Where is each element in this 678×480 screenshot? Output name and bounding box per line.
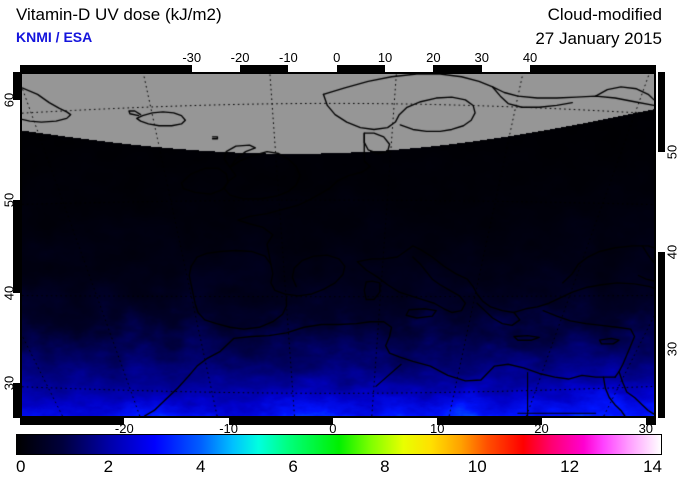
colorbar xyxy=(16,434,662,455)
product-label: Cloud-modified xyxy=(547,5,662,24)
page-title: Vitamin-D UV dose (kJ/m2) xyxy=(16,5,222,24)
top-axis-tick-label: 20 xyxy=(426,50,441,65)
top-axis-tick-label: -20 xyxy=(230,50,250,65)
colorbar-tick-label: 6 xyxy=(288,457,298,476)
tick-segment xyxy=(13,293,20,384)
left-axis-tick-label: 50 xyxy=(1,192,17,208)
colorbar-tick-label: 0 xyxy=(16,457,26,476)
top-axis-tick-label: 10 xyxy=(377,50,393,65)
bottom-axis-tickbar xyxy=(20,418,656,425)
map-plot-area xyxy=(20,72,656,418)
top-axis-tick-label: 40 xyxy=(522,50,538,65)
colorbar-tick-label: 2 xyxy=(103,457,114,476)
tick-segment xyxy=(288,65,337,72)
left-axis-tick-label: 30 xyxy=(1,376,17,391)
uv-dose-heatmap xyxy=(22,74,654,416)
colorbar-tick-label: 8 xyxy=(380,457,390,476)
colorbar-tick-label: 4 xyxy=(196,457,206,476)
top-axis-tickbar xyxy=(20,65,656,72)
right-axis-tick-label: 40 xyxy=(664,244,678,260)
left-axis-tickbar xyxy=(13,72,20,418)
bottom-axis-tick-label: 30 xyxy=(638,421,654,436)
right-axis-tick-label: 50 xyxy=(664,144,678,159)
right-axis-tickbar xyxy=(658,72,665,418)
tick-segment xyxy=(13,99,20,200)
date-label: 27 January 2015 xyxy=(535,29,662,48)
top-axis-tick-label: -30 xyxy=(182,50,202,65)
bottom-axis-tick-label: -10 xyxy=(219,421,238,436)
left-axis-tick-label: 40 xyxy=(1,286,17,301)
tick-segment xyxy=(385,65,434,72)
bottom-axis-tick-label: 20 xyxy=(534,421,549,436)
tick-segment xyxy=(191,65,241,72)
bottom-axis-tick-label: -20 xyxy=(114,421,134,436)
tick-segment xyxy=(541,418,646,425)
source-credit: KNMI / ESA xyxy=(16,29,93,45)
bottom-axis-tick-label: 10 xyxy=(429,421,445,436)
colorbar-tick-label: 12 xyxy=(560,457,580,476)
tick-segment xyxy=(658,151,665,252)
right-axis-tick-label: 30 xyxy=(664,341,678,357)
tick-segment xyxy=(481,65,531,72)
tick-segment xyxy=(124,418,229,425)
top-axis-tick-label: 0 xyxy=(333,50,341,65)
top-axis-tick-label: 30 xyxy=(474,50,489,65)
colorbar-tick-label: 10 xyxy=(467,457,487,476)
left-axis-tick-label: 60 xyxy=(1,92,17,107)
tick-segment xyxy=(332,418,438,425)
colorbar-tick-label: 14 xyxy=(643,457,662,476)
top-axis-tick-label: -10 xyxy=(278,50,298,65)
bottom-axis-tick-label: 0 xyxy=(329,421,337,436)
